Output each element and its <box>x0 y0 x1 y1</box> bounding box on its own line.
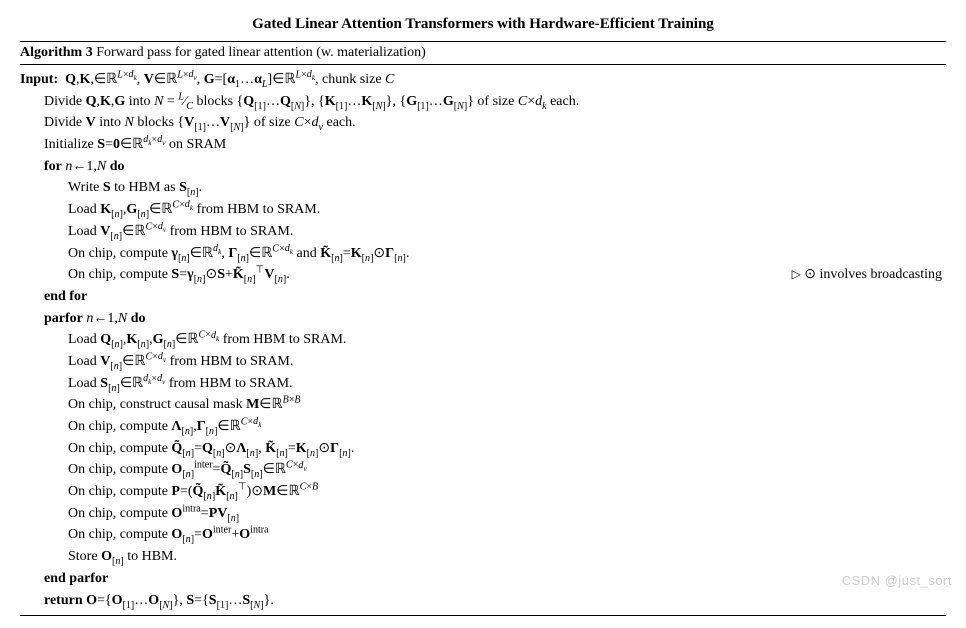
algorithm-header: Algorithm 3 Forward pass for gated linea… <box>20 42 946 65</box>
algo-line: On chip, compute O[n]=Ointer+Ointra <box>20 524 946 546</box>
algo-input-line: Input: Q,K,∈ℝL×dk, V∈ℝL×dv, G=[α1…αL]∈ℝL… <box>20 69 946 91</box>
do-keyword: do <box>131 311 146 326</box>
algo-line: On chip, compute P=(Q̃[n]K̃[n]⊤)⊙M∈ℝC×B <box>20 481 946 503</box>
algo-line: On chip, compute Λ[n],Γ[n]∈ℝC×dk <box>20 416 946 438</box>
algorithm-box: Algorithm 3 Forward pass for gated linea… <box>20 41 946 616</box>
input-label: Input: <box>20 72 58 87</box>
input-text: Q,K,∈ℝL×dk, V∈ℝL×dv, G=[α1…αL]∈ℝL×dk, ch… <box>65 72 394 87</box>
endfor-keyword: end for <box>20 286 946 308</box>
algo-line: Load S[n]∈ℝdk×dv from HBM to SRAM. <box>20 373 946 395</box>
page-title: Gated Linear Attention Transformers with… <box>20 16 946 33</box>
algo-parfor-line: parfor n←1,N do <box>20 308 946 330</box>
algorithm-body: Input: Q,K,∈ℝL×dk, V∈ℝL×dv, G=[α1…αL]∈ℝL… <box>20 65 946 615</box>
algo-for-line: for n←1,N do <box>20 156 946 178</box>
algo-line: On chip, construct causal mask M∈ℝB×B <box>20 394 946 416</box>
algo-line: On chip, compute γ[n]∈ℝdk, Γ[n]∈ℝC×dk an… <box>20 243 946 265</box>
for-keyword: for <box>44 159 62 174</box>
algo-line: On chip, compute O[n]inter=Q̃[n]S[n]∈ℝC×… <box>20 459 946 481</box>
algo-line: Store O[n] to HBM. <box>20 546 946 568</box>
do-keyword: do <box>110 159 125 174</box>
watermark: CSDN @just_sort <box>842 573 952 588</box>
algo-line: Divide Q,K,G into N = L⁄C blocks {Q[1]…Q… <box>20 91 946 113</box>
algo-line: Load V[n]∈ℝC×dv from HBM to SRAM. <box>20 351 946 373</box>
algo-line: Load K[n],G[n]∈ℝC×dk from HBM to SRAM. <box>20 199 946 221</box>
algo-line: Write S to HBM as S[n]. <box>20 177 946 199</box>
algo-line: On chip, compute Ointra=PV[n] <box>20 503 946 525</box>
algo-line: On chip, compute Q̃[n]=Q[n]⊙Λ[n], K̃[n]=… <box>20 438 946 460</box>
algo-line: Load V[n]∈ℝC×dv from HBM to SRAM. <box>20 221 946 243</box>
parfor-keyword: parfor <box>44 311 83 326</box>
algorithm-caption: Forward pass for gated linear attention … <box>96 45 426 60</box>
algo-line: On chip, compute S=γ[n]⊙S+K̃[n]⊤V[n]. ▷ … <box>20 264 946 286</box>
broadcast-note: ▷ ⊙ involves broadcasting <box>792 264 942 286</box>
endparfor-keyword: end parfor <box>20 568 946 590</box>
return-keyword: return <box>44 593 83 608</box>
algorithm-label: Algorithm 3 <box>20 45 93 60</box>
algo-line: Load Q[n],K[n],G[n]∈ℝC×dk from HBM to SR… <box>20 329 946 351</box>
algo-return-line: return O={O[1]…O[N]}, S={S[1]…S[N]}. <box>20 590 946 612</box>
algo-line: Divide V into N blocks {V[1]…V[N]} of si… <box>20 112 946 134</box>
algo-line: Initialize S=0∈ℝdk×dv on SRAM <box>20 134 946 156</box>
